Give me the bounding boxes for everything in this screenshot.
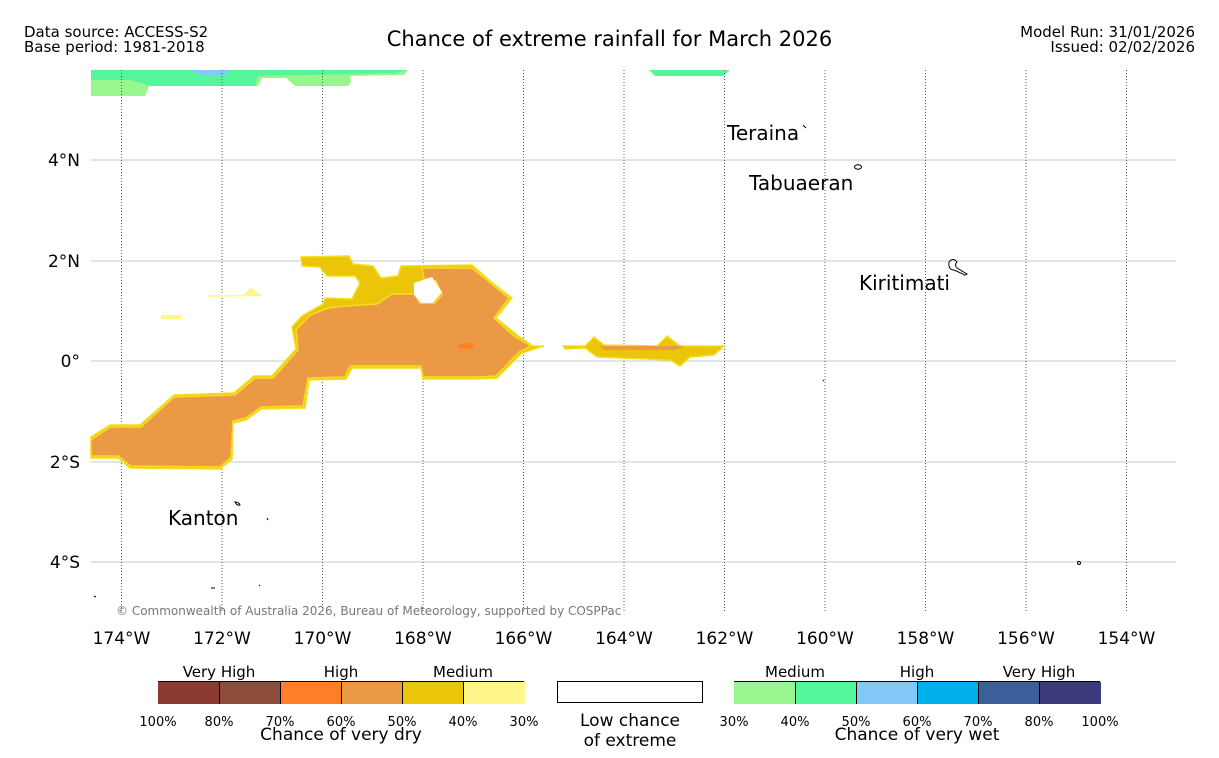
legend-tick-label: 50% (841, 715, 871, 730)
longitude-label: 160°W (796, 629, 854, 649)
legend-color-swatch (734, 682, 795, 704)
legend-color-swatch (917, 682, 979, 704)
longitude-label: 166°W (495, 629, 553, 649)
islet-4 (93, 595, 97, 598)
islet-6 (1077, 561, 1081, 565)
copyright-text: © Commonwealth of Australia 2026, Bureau… (116, 604, 621, 618)
place-label-kiritimati: Kiritimati (859, 271, 950, 295)
legend-color-swatch (1039, 682, 1101, 704)
issued-label: Issued: 02/02/2026 (1050, 38, 1195, 56)
legend-tick-label: 50% (387, 715, 417, 730)
legend-low-chance-line1: Low chance (580, 711, 680, 731)
legend-wet-category-high: High (899, 663, 935, 681)
dry-hole (414, 277, 442, 303)
legend-tick-label: 60% (902, 715, 932, 730)
legend-tick-label: 100% (139, 715, 177, 730)
kanton-island (234, 501, 241, 506)
kiritimati-island (948, 259, 968, 276)
rainfall-map: Teraina Tabuaeran Kiritimati Kanton 4°N 2… (48, 70, 1176, 649)
legend-color-swatch (219, 682, 281, 704)
model-run-label: Model Run: 31/01/2026 (1020, 23, 1195, 41)
tabuaeran-island (854, 164, 862, 170)
legend-tick-label: 70% (963, 715, 993, 730)
island-outlines (93, 124, 1081, 598)
latitude-label: 2°N (48, 252, 80, 272)
legend-tick-label: 80% (1024, 715, 1054, 730)
legend-tick-label: 100% (1081, 715, 1119, 730)
dry-high-region (90, 267, 533, 468)
latitude-label: 0° (61, 352, 80, 372)
dry-low-region (210, 288, 262, 297)
legend-tick-label: 60% (326, 715, 356, 730)
legend-low-chance-box (557, 681, 703, 703)
longitude-label: 162°W (696, 629, 754, 649)
legend-tick-label: 40% (448, 715, 478, 730)
longitude-labels: 174°W 172°W 170°W 168°W 166°W 164°W 162°W 160°W… (93, 629, 1156, 649)
legend-color-swatch (463, 682, 525, 704)
dry-high-hotspot (458, 343, 474, 349)
legend-wet-category-very-high: Very High (1002, 663, 1076, 681)
islet-1 (266, 517, 269, 521)
islet-5 (822, 379, 825, 382)
legend-color-swatch (402, 682, 464, 704)
wet-medium-region-east (649, 70, 730, 76)
legend-wet-category-medium: Medium (765, 663, 825, 681)
legend-color-swatch (978, 682, 1040, 704)
latitude-label: 2°S (50, 453, 80, 473)
legend-dry-category-very-high: Very High (182, 663, 256, 681)
longitude-label: 154°W (1098, 629, 1156, 649)
longitude-label: 158°W (897, 629, 955, 649)
legend-tick-label: 40% (780, 715, 810, 730)
islet-3 (258, 584, 261, 587)
legend-color-swatch (856, 682, 918, 704)
longitude-label: 170°W (294, 629, 352, 649)
longitude-label: 168°W (394, 629, 452, 649)
dry-low-region-2 (161, 315, 183, 319)
legend-dry-category-high: High (323, 663, 359, 681)
legend-color-swatch (795, 682, 857, 704)
legend-dry-title: Chance of very dry (260, 725, 422, 745)
legend-dry-colorbar (158, 681, 525, 704)
latitude-label: 4°N (48, 151, 80, 171)
legend-low-chance-line2: of extreme (583, 731, 677, 751)
place-label-tabuaeran: Tabuaeran (748, 171, 853, 195)
legend-color-swatch (158, 682, 219, 704)
latitude-label: 4°S (50, 553, 80, 573)
legend-tick-label: 30% (719, 715, 749, 730)
base-period-label: Base period: 1981-2018 (24, 38, 205, 56)
legend-tick-label: 80% (204, 715, 234, 730)
legend-tick-label: 30% (509, 715, 539, 730)
dry-high-hotspot-east (600, 346, 684, 350)
map-grid (91, 70, 1176, 612)
legend-color-swatch (341, 682, 403, 704)
legend-color-swatch (280, 682, 342, 704)
teraina-island (802, 124, 807, 129)
longitude-label: 156°W (997, 629, 1055, 649)
latitude-labels: 4°N 2°N 0° 2°S 4°S (48, 151, 80, 573)
dry-region-group (90, 255, 726, 470)
longitude-label: 164°W (595, 629, 653, 649)
legend-wet-colorbar (734, 681, 1101, 704)
page-title: Chance of extreme rainfall for March 202… (386, 27, 833, 51)
longitude-label: 174°W (93, 629, 151, 649)
place-label-teraina: Teraina (726, 121, 799, 145)
data-source-label: Data source: ACCESS-S2 (24, 23, 209, 41)
place-label-kanton: Kanton (168, 506, 238, 530)
legend-dry-category-medium: Medium (433, 663, 493, 681)
dry-medium-region-east (561, 335, 726, 367)
legend-wet-title: Chance of very wet (834, 725, 1000, 745)
longitude-label: 172°W (193, 629, 251, 649)
wet-high-region (91, 70, 408, 86)
legend-tick-label: 70% (265, 715, 295, 730)
